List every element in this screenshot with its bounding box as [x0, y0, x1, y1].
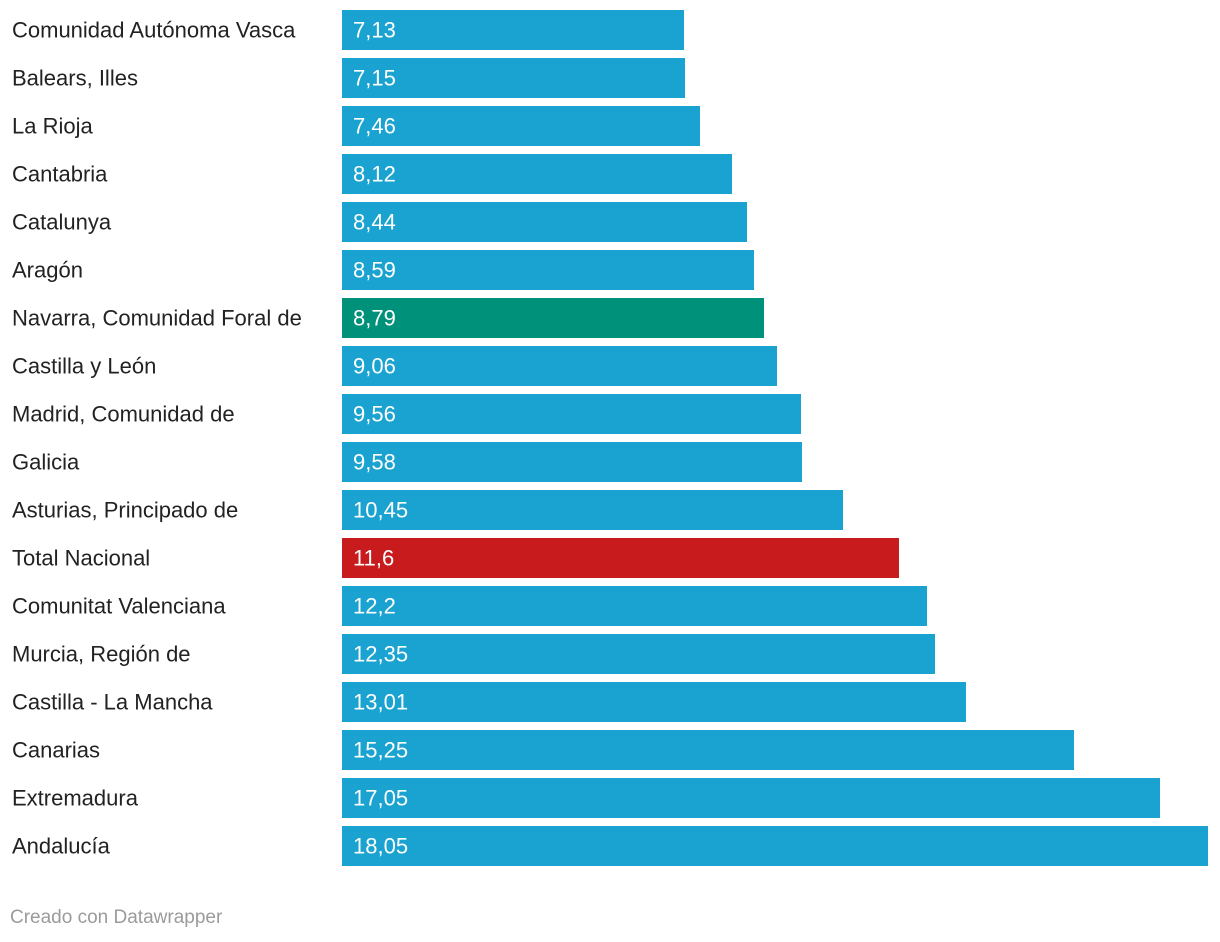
bars: [342, 10, 1208, 866]
value-label-murcia-region-de: 12,35: [353, 642, 408, 667]
bar-comunitat-valenciana: [342, 586, 927, 626]
category-label-castilla-la-mancha: Castilla - La Mancha: [12, 690, 213, 715]
category-label-catalunya: Catalunya: [12, 210, 112, 235]
bar-aragon: [342, 250, 754, 290]
value-label-catalunya: 8,44: [353, 210, 396, 235]
bar-galicia: [342, 442, 802, 482]
value-label-canarias: 15,25: [353, 738, 408, 763]
value-label-madrid-comunidad-de: 9,56: [353, 402, 396, 427]
category-label-balears-illes: Balears, Illes: [12, 66, 138, 91]
bar-extremadura: [342, 778, 1160, 818]
category-label-madrid-comunidad-de: Madrid, Comunidad de: [12, 402, 235, 427]
category-label-canarias: Canarias: [12, 738, 100, 763]
bar-total-nacional: [342, 538, 899, 578]
category-label-cantabria: Cantabria: [12, 162, 108, 187]
value-label-castilla-la-mancha: 13,01: [353, 690, 408, 715]
category-label-extremadura: Extremadura: [12, 786, 139, 811]
bar-asturias-principado-de: [342, 490, 843, 530]
category-label-comunidad-autonoma-vasca: Comunidad Autónoma Vasca: [12, 18, 296, 43]
category-label-comunitat-valenciana: Comunitat Valenciana: [12, 594, 226, 619]
category-label-navarra-comunidad-foral-de: Navarra, Comunidad Foral de: [12, 306, 302, 331]
value-label-la-rioja: 7,46: [353, 114, 396, 139]
category-label-galicia: Galicia: [12, 450, 80, 475]
category-label-aragon: Aragón: [12, 258, 83, 283]
bar-balears-illes: [342, 58, 685, 98]
value-label-castilla-y-leon: 9,06: [353, 354, 396, 379]
value-label-aragon: 8,59: [353, 258, 396, 283]
value-label-asturias-principado-de: 10,45: [353, 498, 408, 523]
category-label-murcia-region-de: Murcia, Región de: [12, 642, 191, 667]
value-label-total-nacional: 11,6: [353, 546, 394, 571]
bar-navarra-comunidad-foral-de: [342, 298, 764, 338]
category-label-total-nacional: Total Nacional: [12, 546, 150, 571]
category-label-la-rioja: La Rioja: [12, 114, 93, 139]
category-label-castilla-y-leon: Castilla y León: [12, 354, 156, 379]
bar-catalunya: [342, 202, 747, 242]
value-label-comunidad-autonoma-vasca: 7,13: [353, 18, 396, 43]
bar-cantabria: [342, 154, 732, 194]
value-label-balears-illes: 7,15: [353, 66, 396, 91]
value-label-cantabria: 8,12: [353, 162, 396, 187]
value-label-comunitat-valenciana: 12,2: [353, 594, 396, 619]
value-label-navarra-comunidad-foral-de: 8,79: [353, 306, 396, 331]
bar-madrid-comunidad-de: [342, 394, 801, 434]
bar-castilla-y-leon: [342, 346, 777, 386]
category-labels: Comunidad Autónoma Vasca Balears, Illes La…: [12, 18, 302, 859]
bar-castilla-la-mancha: [342, 682, 966, 722]
value-label-extremadura: 17,05: [353, 786, 408, 811]
category-label-andalucia: Andalucía: [12, 834, 111, 859]
bar-andalucia: [342, 826, 1208, 866]
value-label-andalucia: 18,05: [353, 834, 408, 859]
category-label-asturias-principado-de: Asturias, Principado de: [12, 498, 238, 523]
bar-comunidad-autonoma-vasca: [342, 10, 684, 50]
bar-canarias: [342, 730, 1074, 770]
footer-credit: Creado con Datawrapper: [10, 907, 223, 928]
bar-murcia-region-de: [342, 634, 935, 674]
bar-la-rioja: [342, 106, 700, 146]
value-label-galicia: 9,58: [353, 450, 396, 475]
value-labels: 7,13 7,15 7,46 8,12 8,44 8,59 8,79 9,06 9,56 9,58…: [353, 18, 408, 859]
